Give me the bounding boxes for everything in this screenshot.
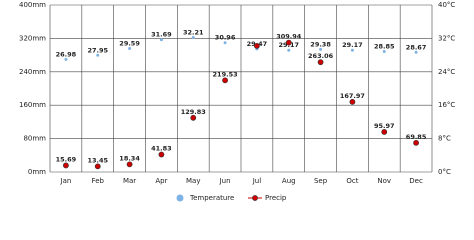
legend-label: Precip (265, 194, 287, 202)
precip-label: 15.69 (56, 155, 77, 163)
legend-marker (176, 194, 184, 202)
y2-tick-label: 40°C (438, 1, 455, 9)
precip-label: 309.94 (276, 33, 302, 41)
y-tick-label: 400mm (19, 1, 46, 9)
precip-point (349, 98, 356, 105)
precip-label: 13.45 (87, 156, 108, 164)
temperature-point (96, 53, 100, 57)
x-tick-label: Sep (314, 177, 328, 185)
precip-label: 219.53 (213, 70, 238, 78)
y-tick-label: 160mm (19, 101, 46, 109)
precip-point (381, 129, 388, 135)
x-tick-label: Dec (409, 177, 423, 185)
temperature-label: 32.21 (183, 29, 204, 37)
temperature-label: 29.59 (119, 39, 140, 47)
temperature-point (414, 50, 418, 54)
y-tick-label: 240mm (19, 68, 46, 76)
precip-label: 69.85 (406, 133, 427, 141)
temperature-point (319, 47, 323, 51)
y2-tick-label: 32°C (438, 34, 455, 42)
precip-label: 18.34 (119, 154, 140, 162)
precip-label: 95.97 (374, 122, 395, 130)
legend-marker (252, 195, 258, 201)
precip-point (190, 114, 197, 121)
x-tick-label: Jun (219, 177, 231, 185)
temperature-label: 29.38 (310, 40, 331, 48)
y-tick-label: 320mm (19, 34, 46, 42)
y2-tick-label: 0°C (438, 168, 451, 176)
background (0, 0, 474, 213)
x-tick-label: May (186, 177, 200, 185)
x-tick-label: Jan (60, 177, 72, 185)
temperature-label: 28.67 (406, 43, 427, 51)
temperature-point (382, 50, 386, 54)
x-tick-label: Apr (155, 177, 167, 185)
legend-label: Temperature (189, 194, 234, 202)
temperature-label: 27.95 (87, 46, 108, 54)
temperature-point (159, 38, 163, 42)
temperature-label: 29.17 (342, 41, 363, 49)
y-tick-label: 80mm (23, 135, 46, 143)
precip-point (63, 162, 69, 169)
y2-tick-label: 8°C (438, 135, 451, 143)
y-tick-label: 0mm (28, 168, 46, 176)
precip-point (94, 163, 101, 170)
x-tick-label: Nov (377, 177, 391, 185)
temperature-point (223, 41, 227, 45)
temperature-point (287, 48, 291, 52)
precip-point (285, 39, 292, 46)
x-tick-label: Jul (252, 177, 262, 185)
precip-label: 167.97 (340, 92, 365, 100)
precip-point (158, 151, 165, 158)
precip-label: 41.83 (151, 145, 172, 153)
temperature-point (64, 57, 68, 61)
y2-tick-label: 16°C (438, 101, 455, 109)
precip-point (317, 59, 324, 66)
temperature-label: 31.69 (151, 31, 172, 39)
x-tick-label: Aug (282, 177, 296, 185)
temperature-label: 28.85 (374, 43, 395, 51)
chart: 0mm 80mm 160mm 240mm 320mm 400mm 0°C 8°C 16°C 24°… (0, 0, 474, 213)
precip-point (222, 77, 228, 84)
temperature-point (128, 46, 132, 50)
x-tick-label: Mar (123, 177, 136, 185)
temperature-point (191, 36, 195, 40)
temperature-point (350, 48, 354, 52)
y2-tick-label: 24°C (438, 68, 455, 76)
x-tick-label: Feb (92, 177, 105, 185)
precip-point (254, 43, 260, 49)
precip-point (126, 161, 133, 168)
x-tick-label: Oct (346, 177, 358, 185)
temperature-label: 26.98 (56, 50, 77, 58)
temperature-label: 30.96 (215, 34, 236, 42)
precip-label: 263.06 (308, 52, 334, 60)
precip-point (413, 139, 419, 146)
precip-label: 129.83 (181, 108, 206, 116)
